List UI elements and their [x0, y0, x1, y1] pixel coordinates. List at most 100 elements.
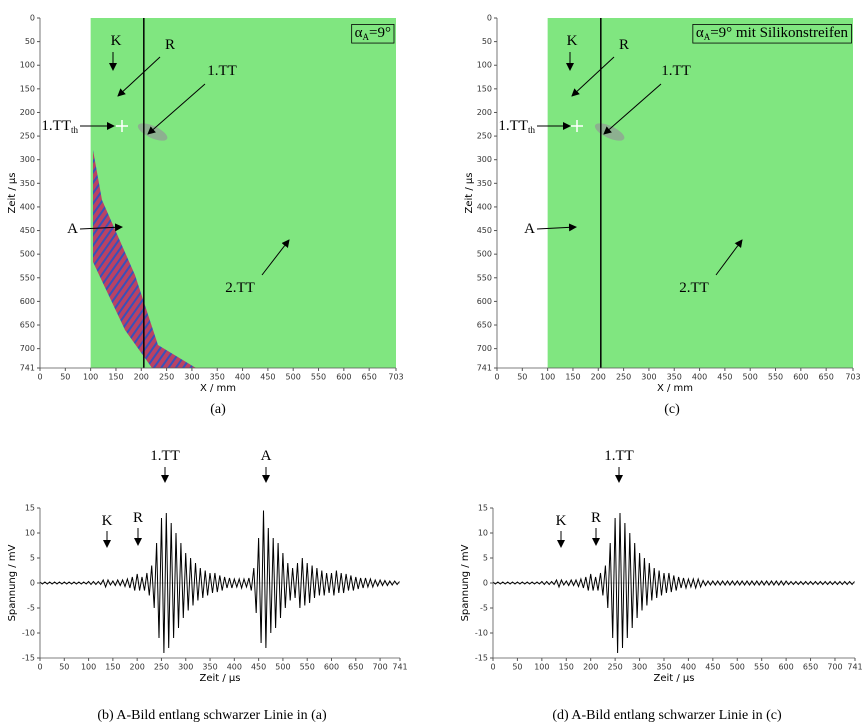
y-tick-label: 5: [483, 554, 488, 563]
x-tick-label: 0: [37, 373, 42, 382]
y-tick-label: 100: [477, 61, 492, 70]
x-tick-label: 650: [362, 373, 377, 382]
y-tick-label: 400: [20, 202, 35, 211]
title-box: [692, 24, 852, 44]
title-sub: A: [704, 32, 711, 42]
title-symbol: α: [355, 25, 363, 41]
y-axis-label: Zeit / µs: [464, 172, 475, 213]
caption: (c): [664, 402, 680, 417]
x-tick-label: 500: [743, 373, 758, 382]
x-tick-label: 500: [286, 373, 301, 382]
x-axis-label: Zeit / µs: [653, 673, 694, 684]
annotation: R: [165, 37, 175, 53]
annotation: R: [619, 37, 629, 53]
y-tick-label: 700: [20, 344, 35, 353]
y-tick-label: 10: [478, 529, 488, 538]
annotation: K: [567, 33, 578, 49]
x-tick-label: 600: [793, 373, 808, 382]
x-tick-label: 741: [392, 663, 407, 672]
x-tick-label: 700: [372, 663, 387, 672]
x-tick-label: 550: [768, 373, 783, 382]
x-tick-label: 400: [692, 373, 707, 382]
annotation-text: A: [524, 221, 535, 237]
x-tick-label: 600: [336, 373, 351, 382]
title-text: =9° mit Silikonstreifen: [710, 25, 848, 41]
title-text: =9°: [369, 25, 391, 41]
annotation-text: A: [67, 221, 78, 237]
x-tick-label: 150: [108, 373, 123, 382]
annotation-text: 2.TT: [225, 280, 255, 296]
y-tick-label: 500: [477, 250, 492, 259]
title-box: [351, 24, 395, 44]
x-axis-label: Zeit / µs: [199, 673, 240, 684]
annotation-text: R: [619, 37, 629, 53]
y-tick-label: -15: [475, 654, 488, 663]
annotation: K: [556, 513, 567, 529]
annotation-sub: th: [71, 125, 79, 135]
x-tick-label: 450: [260, 373, 275, 382]
annotation-text: 1.TT: [207, 63, 237, 79]
y-tick-label: 650: [20, 321, 35, 330]
x-tick-label: 500: [275, 663, 290, 672]
x-tick-label: 450: [717, 373, 732, 382]
x-tick-label: 350: [210, 373, 225, 382]
x-tick-label: 350: [202, 663, 217, 672]
y-tick-label: 250: [477, 132, 492, 141]
x-tick-label: 600: [324, 663, 339, 672]
y-tick-label: 700: [477, 344, 492, 353]
y-tick-label: 200: [477, 108, 492, 117]
y-axis-label: Zeit / µs: [7, 172, 18, 213]
waveform: [492, 512, 855, 654]
annotation-text: 1.TT: [661, 63, 691, 79]
y-tick-label: 300: [477, 155, 492, 164]
y-tick-label: 150: [20, 84, 35, 93]
arrow: [117, 56, 161, 97]
y-tick-label: 600: [20, 297, 35, 306]
x-tick-label: 150: [105, 663, 120, 672]
y-tick-label: 741: [20, 364, 35, 373]
arrow: [261, 239, 290, 276]
x-tick-label: 550: [300, 663, 315, 672]
annotation: R: [591, 510, 601, 526]
panel-title: αA=9°: [355, 25, 391, 42]
x-tick-label: 200: [583, 663, 598, 672]
x-tick-label: 650: [819, 373, 834, 382]
caption: (d) A-Bild entlang schwarzer Linie in (c…: [552, 708, 782, 723]
y-tick-label: 50: [482, 37, 492, 46]
x-axis-label: X / mm: [657, 383, 693, 394]
x-tick-label: 400: [235, 373, 250, 382]
x-tick-label: 200: [130, 663, 145, 672]
x-tick-label: 550: [754, 663, 769, 672]
x-tick-label: 550: [311, 373, 326, 382]
annotation: R: [133, 510, 143, 526]
annotation: A: [524, 221, 535, 237]
x-tick-label: 703: [388, 373, 403, 382]
annotation-text: K: [102, 513, 113, 529]
annotation-text: R: [591, 510, 601, 526]
title-sub: A: [363, 32, 370, 42]
y-tick-label: 0: [487, 14, 492, 23]
annotation: K: [111, 33, 122, 49]
y-tick-label: 550: [20, 273, 35, 282]
x-tick-label: 200: [134, 373, 149, 382]
title-symbol: α: [696, 25, 704, 41]
caption: (a): [210, 402, 226, 417]
x-tick-label: 100: [534, 663, 549, 672]
annotation: K: [102, 513, 113, 529]
annotation-text: 1.TT: [150, 448, 180, 464]
annotation-text: 1.TT: [604, 448, 634, 464]
y-tick-label: 400: [477, 202, 492, 211]
y-axis-label: Spannung / mV: [7, 544, 18, 621]
y-tick-label: 50: [25, 37, 35, 46]
y-tick-label: 650: [477, 321, 492, 330]
signal-streak: [93, 150, 196, 368]
y-tick-label: 10: [25, 529, 35, 538]
x-tick-label: 250: [154, 663, 169, 672]
y-tick-label: 5: [30, 554, 35, 563]
annotation-text: K: [111, 33, 122, 49]
annotation: 1.TTth: [41, 118, 78, 135]
x-tick-label: 350: [656, 663, 671, 672]
